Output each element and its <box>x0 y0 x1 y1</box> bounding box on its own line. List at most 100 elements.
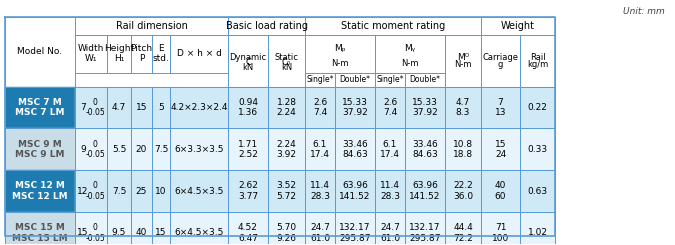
Text: 33.46
84.63: 33.46 84.63 <box>342 140 368 159</box>
Text: D × h × d: D × h × d <box>177 49 221 58</box>
Polygon shape <box>445 35 481 86</box>
Polygon shape <box>131 128 152 170</box>
Text: kN: kN <box>281 63 292 72</box>
Polygon shape <box>481 17 555 35</box>
Text: 12: 12 <box>78 186 88 196</box>
Polygon shape <box>228 86 268 128</box>
Polygon shape <box>170 86 228 128</box>
Polygon shape <box>107 212 131 245</box>
Text: 6×4.5×3.5: 6×4.5×3.5 <box>174 186 223 196</box>
Text: 25: 25 <box>136 186 147 196</box>
Text: 7: 7 <box>80 103 86 112</box>
Polygon shape <box>5 86 75 128</box>
Text: Static moment rating: Static moment rating <box>341 21 445 31</box>
Text: 6.1
17.4: 6.1 17.4 <box>380 140 400 159</box>
Polygon shape <box>375 35 445 73</box>
Text: 6×3.3×3.5: 6×3.3×3.5 <box>174 145 223 154</box>
Polygon shape <box>520 212 555 245</box>
Text: Height
H₁: Height H₁ <box>104 44 134 63</box>
Text: 0
-0.05: 0 -0.05 <box>85 98 105 117</box>
Text: 7
13: 7 13 <box>495 98 506 117</box>
Text: 15.33
37.92: 15.33 37.92 <box>412 98 438 117</box>
Text: 15: 15 <box>77 228 88 237</box>
Polygon shape <box>481 86 520 128</box>
Text: 0.33: 0.33 <box>527 145 547 154</box>
Text: 9: 9 <box>80 145 86 154</box>
Polygon shape <box>107 86 131 128</box>
Polygon shape <box>445 128 481 170</box>
Text: 2.24
3.92: 2.24 3.92 <box>277 140 296 159</box>
Polygon shape <box>152 86 170 128</box>
Text: C: C <box>245 58 251 67</box>
Text: 0
-0.05: 0 -0.05 <box>85 223 105 243</box>
Text: 132.17
295.87: 132.17 295.87 <box>340 223 371 243</box>
Text: 4.7: 4.7 <box>112 103 126 112</box>
Polygon shape <box>405 212 445 245</box>
Polygon shape <box>107 170 131 212</box>
Polygon shape <box>75 35 107 73</box>
Text: Mᴼ: Mᴼ <box>457 53 469 62</box>
Polygon shape <box>335 128 375 170</box>
Text: 1.02: 1.02 <box>527 228 547 237</box>
Polygon shape <box>170 212 228 245</box>
Text: Dynamic: Dynamic <box>230 53 267 62</box>
Text: Width
W₁: Width W₁ <box>78 44 104 63</box>
Polygon shape <box>107 35 131 73</box>
Polygon shape <box>445 212 481 245</box>
Polygon shape <box>228 170 268 212</box>
Text: Mᵧ: Mᵧ <box>404 44 416 53</box>
Polygon shape <box>75 170 107 212</box>
Text: kg/m: kg/m <box>527 60 548 69</box>
Polygon shape <box>152 128 170 170</box>
Polygon shape <box>268 128 305 170</box>
Text: 5.70
9.26: 5.70 9.26 <box>277 223 296 243</box>
Text: Weight: Weight <box>501 21 535 31</box>
Text: 0.22: 0.22 <box>528 103 547 112</box>
Text: 5: 5 <box>158 103 164 112</box>
Polygon shape <box>405 128 445 170</box>
Text: 9.5: 9.5 <box>112 228 126 237</box>
Text: N-m: N-m <box>454 60 472 69</box>
Polygon shape <box>131 212 152 245</box>
Text: Mₚ: Mₚ <box>334 44 346 53</box>
Text: 15
24: 15 24 <box>495 140 506 159</box>
Text: 15: 15 <box>136 103 147 112</box>
Polygon shape <box>375 86 405 128</box>
Text: 1.71
2.52: 1.71 2.52 <box>238 140 258 159</box>
Polygon shape <box>75 212 107 245</box>
Text: Pitch
P: Pitch P <box>130 44 153 63</box>
Polygon shape <box>228 35 268 86</box>
Polygon shape <box>268 212 305 245</box>
Text: 44.4
72.2: 44.4 72.2 <box>453 223 473 243</box>
Polygon shape <box>170 128 228 170</box>
Text: Static: Static <box>275 53 298 62</box>
Text: N-m: N-m <box>331 59 349 68</box>
Polygon shape <box>107 128 131 170</box>
Polygon shape <box>305 17 481 35</box>
Text: 0.94
1.36: 0.94 1.36 <box>238 98 258 117</box>
Polygon shape <box>445 86 481 128</box>
Text: 63.96
141.52: 63.96 141.52 <box>340 181 371 201</box>
Polygon shape <box>405 73 445 86</box>
Polygon shape <box>481 170 520 212</box>
Text: 71
100: 71 100 <box>492 223 509 243</box>
Polygon shape <box>268 35 305 86</box>
Polygon shape <box>405 86 445 128</box>
Text: 2.6
7.4: 2.6 7.4 <box>383 98 397 117</box>
Text: 15: 15 <box>155 228 167 237</box>
Polygon shape <box>131 86 152 128</box>
Polygon shape <box>131 35 152 73</box>
Polygon shape <box>481 212 520 245</box>
Text: Rail: Rail <box>530 53 545 62</box>
Polygon shape <box>375 128 405 170</box>
Text: g: g <box>497 60 503 69</box>
Text: 11.4
28.3: 11.4 28.3 <box>380 181 400 201</box>
Polygon shape <box>305 212 335 245</box>
Text: MSC 9 M
MSC 9 LM: MSC 9 M MSC 9 LM <box>16 140 65 159</box>
Polygon shape <box>520 128 555 170</box>
Polygon shape <box>335 170 375 212</box>
Text: 7.5: 7.5 <box>154 145 168 154</box>
Polygon shape <box>170 170 228 212</box>
Text: 4.2×2.3×2.4: 4.2×2.3×2.4 <box>170 103 227 112</box>
Text: MSC 7 M
MSC 7 LM: MSC 7 M MSC 7 LM <box>16 98 65 117</box>
